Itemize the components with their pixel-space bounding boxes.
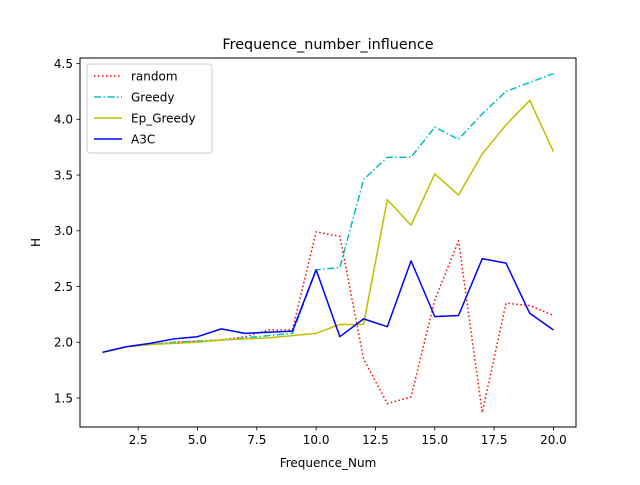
y-tick-label: 4.5 — [54, 57, 73, 71]
series-line-ep-greedy — [102, 99, 555, 354]
x-tick-label: 12.5 — [362, 433, 389, 447]
x-axis-label: Frequence_Num — [280, 456, 377, 470]
legend-box — [86, 63, 213, 154]
x-tick-label: 2.5 — [129, 433, 148, 447]
legend-label-greedy: Greedy — [131, 90, 174, 104]
x-tick-label: 7.5 — [247, 433, 266, 447]
y-tick-label: 3.5 — [54, 168, 73, 182]
x-tick-label: 17.5 — [481, 433, 508, 447]
plot-frame — [79, 57, 577, 428]
x-tick-label: 5.0 — [188, 433, 207, 447]
y-tick-label: 4.0 — [54, 113, 73, 127]
x-tick-label: 10.0 — [303, 433, 330, 447]
x-tick-label: 15.0 — [421, 433, 448, 447]
chart-title: Frequence_number_influence — [222, 37, 433, 53]
legend-label-ep-greedy: Ep_Greedy — [131, 111, 196, 125]
y-axis: 1.5 2.0 2.5 3.0 3.5 4.0 4.5 — [54, 57, 80, 405]
y-tick-label: 1.5 — [54, 391, 73, 405]
legend-label-random: random — [131, 69, 178, 83]
y-tick-label: 3.0 — [54, 224, 73, 238]
x-axis: 2.5 5.0 7.5 10.0 12.5 15.0 17.5 20.0 — [129, 427, 567, 447]
y-tick-label: 2.0 — [54, 336, 73, 350]
y-axis-label: H — [29, 238, 43, 247]
y-tick-label: 2.5 — [54, 280, 73, 294]
series-layer — [102, 72, 555, 414]
x-tick-label: 20.0 — [540, 433, 567, 447]
series-line-a3c — [102, 257, 554, 354]
series-line-greedy — [102, 72, 554, 354]
series-line-random — [102, 231, 554, 414]
legend: random Greedy Ep_Greedy A3C — [86, 63, 213, 154]
legend-label-a3c: A3C — [131, 132, 155, 146]
